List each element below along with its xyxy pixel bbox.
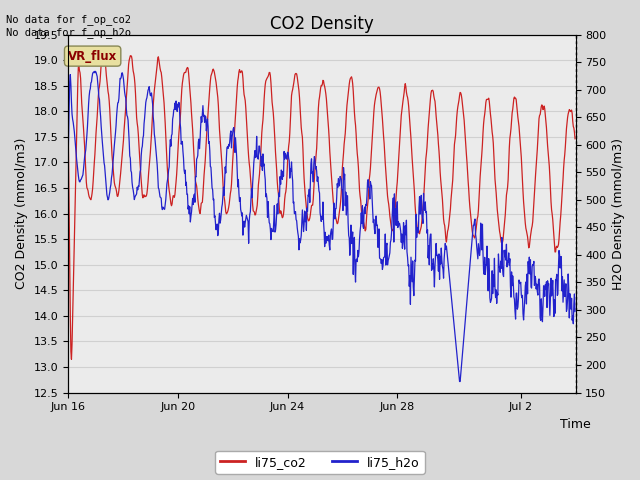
li75_co2: [112, 186, 120, 192]
li75_h2o: [325, 242, 333, 248]
li75_h2o: [406, 301, 414, 307]
li75_h2o: [111, 130, 119, 136]
li75_co2: [407, 136, 415, 142]
li75_co2: [571, 136, 579, 142]
li75_h2o: [92, 69, 99, 74]
Line: li75_co2: li75_co2: [68, 52, 575, 360]
Title: CO2 Density: CO2 Density: [270, 15, 374, 33]
li75_co2: [292, 71, 300, 76]
li75_co2: [100, 49, 108, 55]
Y-axis label: CO2 Density (mmol/m3): CO2 Density (mmol/m3): [15, 138, 28, 289]
li75_co2: [319, 81, 326, 87]
li75_co2: [356, 193, 364, 199]
X-axis label: Time: Time: [560, 418, 591, 431]
li75_h2o: [318, 214, 326, 219]
Line: li75_h2o: li75_h2o: [68, 72, 575, 382]
Text: No data for f_op_co2
No data for f_op_h2o: No data for f_op_co2 No data for f_op_h2…: [6, 14, 131, 38]
Y-axis label: H2O Density (mmol/m3): H2O Density (mmol/m3): [612, 138, 625, 289]
li75_co2: [68, 357, 76, 362]
li75_h2o: [356, 236, 364, 242]
Legend: li75_co2, li75_h2o: li75_co2, li75_h2o: [215, 451, 425, 474]
li75_co2: [64, 108, 72, 114]
li75_h2o: [571, 309, 579, 314]
li75_h2o: [291, 211, 299, 216]
li75_h2o: [456, 379, 463, 384]
Text: VR_flux: VR_flux: [68, 49, 117, 62]
li75_h2o: [64, 157, 72, 163]
li75_co2: [326, 149, 333, 155]
